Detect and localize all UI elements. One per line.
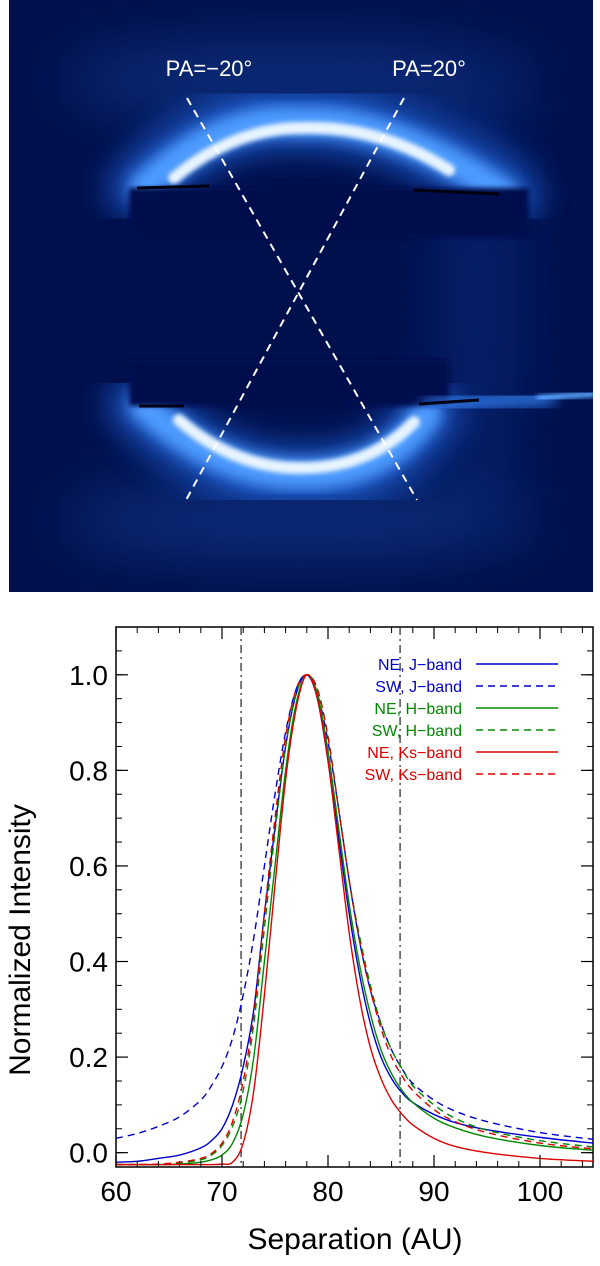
series-line-5 [116,674,593,1166]
series-line-3 [116,674,593,1166]
y-tick-label: 0.0 [69,1138,108,1169]
y-tick-label: 0.2 [69,1042,108,1073]
x-tick-label: 80 [312,1176,343,1207]
series-line-4 [116,674,593,1166]
legend-entry-label-5: SW, Ks−band [365,767,462,784]
pa-plus-20-label: PA=20° [392,56,466,81]
series-line-0 [116,674,593,1163]
series-line-2 [116,673,593,1166]
x-tick-label: 70 [206,1176,237,1207]
y-axis-label: Normalized Intensity [4,804,37,1076]
x-axis-label: Separation (AU) [247,1223,462,1256]
legend-entry-label-0: NE, J−band [378,657,462,674]
y-tick-label: 1.0 [69,660,108,691]
legend-entry-label-1: SW, J−band [375,679,462,696]
legend-entry-label-4: NE, Ks−band [367,745,462,762]
y-tick-label: 0.6 [69,851,108,882]
disk-halo [59,40,539,560]
pa-plus-20-cut-line [184,97,405,503]
axis-ticks: 60 70 80 90 100 0.0 0.2 0.4 0.6 0.8 1.0 [69,626,593,1207]
ring-lower-arc [109,360,596,509]
pa-minus-20-cut-line [186,97,418,501]
x-tick-label: 100 [517,1176,564,1207]
radial-profile-chart: 60 70 80 90 100 0.0 0.2 0.4 0.6 0.8 1.0 NE, J−band… [0,600,600,1261]
chart-canvas: 60 70 80 90 100 0.0 0.2 0.4 0.6 0.8 1.0 NE, J−band… [4,626,594,1256]
x-tick-label: 60 [100,1176,131,1207]
x-tick-label: 90 [418,1176,449,1207]
series-layer [116,673,593,1166]
disk-image: PA=−20° PA=20° [9,0,596,592]
plot-border [115,626,594,1168]
plot-frame [115,626,594,1168]
y-tick-label: 0.4 [69,947,108,978]
pa-minus-20-label: PA=−20° [166,56,253,81]
legend-entry-label-2: NE, H−band [374,701,462,718]
legend: NE, J−band SW, J−band NE, H−band SW, H−band… [365,657,558,784]
legend-entry-label-3: SW, H−band [372,723,462,740]
y-tick-label: 0.8 [69,755,108,786]
disk-image-panel: PA=−20° PA=20° [9,0,596,592]
ring-upper-arc [109,87,539,238]
